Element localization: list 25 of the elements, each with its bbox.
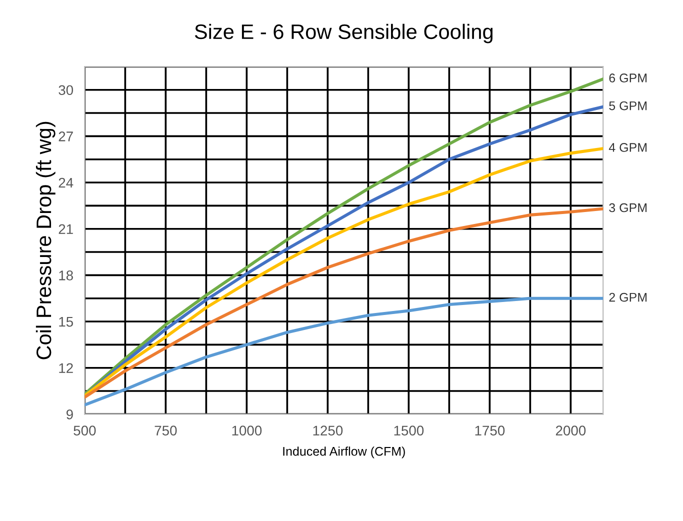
- line-series: [84, 296, 604, 406]
- x-axis-title: Induced Airflow (CFM): [283, 446, 405, 458]
- y-tick-label: 12: [59, 363, 73, 373]
- series-label: 5 GPM: [609, 101, 647, 110]
- y-axis-title: Coil Pressure Drop (ft wg): [36, 122, 56, 360]
- x-tick-label: 500: [74, 426, 96, 436]
- x-tick-label: 1750: [475, 426, 505, 436]
- series-label: 4 GPM: [608, 143, 647, 152]
- series-label: 2 GPM: [609, 292, 647, 302]
- x-tick-label: 2000: [556, 426, 586, 436]
- chart-title: Size E - 6 Row Sensible Cooling: [194, 24, 493, 44]
- y-tick-label: 21: [58, 224, 73, 234]
- y-tick-label: 24: [58, 178, 74, 188]
- x-tick-label: 750: [154, 426, 177, 436]
- y-tick-label: 9: [66, 410, 73, 420]
- x-tick-label: 1000: [232, 426, 262, 436]
- y-tick-label: 30: [58, 85, 74, 96]
- y-tick-label: 27: [58, 132, 73, 142]
- y-tick-label: 18: [59, 270, 73, 280]
- series-label: 3 GPM: [609, 203, 647, 212]
- x-tick-label: 1250: [313, 426, 343, 436]
- series-label: 6 GPM: [609, 74, 647, 82]
- line-series: [84, 207, 604, 399]
- y-tick-label: 15: [59, 317, 73, 327]
- x-tick-label: 1500: [394, 426, 424, 436]
